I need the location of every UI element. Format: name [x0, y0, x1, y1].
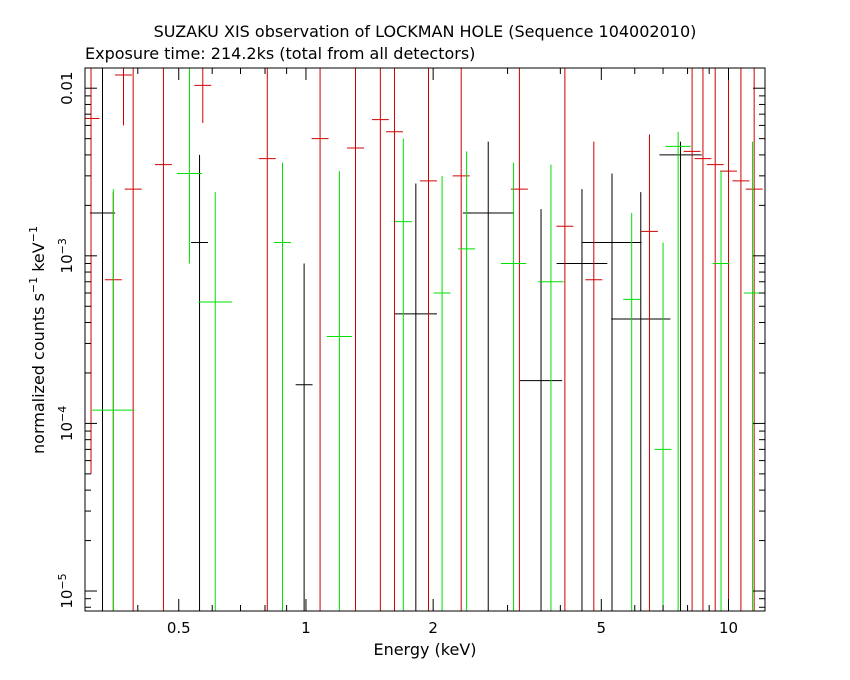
y-axis-label-main: normalized counts s [29, 293, 48, 454]
chart-title: SUZAKU XIS observation of LOCKMAN HOLE (… [154, 22, 697, 41]
y-tick-exponent: −3 [56, 238, 69, 254]
series-3 [92, 68, 762, 611]
y-tick-mantissa: 0.01 [58, 72, 76, 105]
y-tick-label: 10−5 [56, 573, 76, 608]
y-axis-label-mid: keV [29, 242, 48, 277]
x-tick-label: 0.5 [167, 619, 191, 637]
x-tick-label: 10 [719, 619, 738, 637]
y-tick-exponent: −4 [56, 406, 69, 422]
y-axis-label-exp2: −1 [27, 226, 40, 242]
y-axis-label-exp1: −1 [27, 277, 40, 293]
chart-subtitle: Exposure time: 214.2ks (total from all d… [85, 44, 475, 63]
y-tick-exponent: −5 [56, 573, 69, 589]
x-axis-label: Energy (keV) [373, 640, 476, 659]
y-tick-mantissa: 10 [58, 590, 76, 609]
x-tick-label: 1 [301, 619, 311, 637]
data-series [85, 68, 763, 611]
x-tick-label: 2 [428, 619, 438, 637]
plot-frame [84, 67, 766, 612]
y-axis-label: normalized counts s−1 keV−1 [27, 226, 48, 454]
x-tick-label: 5 [597, 619, 607, 637]
y-tick-label: 10−3 [56, 238, 76, 273]
series-1 [89, 68, 702, 611]
y-tick-mantissa: 10 [58, 422, 76, 441]
y-tick-label: 10−4 [56, 406, 76, 441]
x-axis-ticks: 0.5 1 2 5 10 [84, 68, 738, 637]
y-tick-mantissa: 10 [58, 254, 76, 273]
y-tick-label: 0.01 [58, 72, 76, 105]
